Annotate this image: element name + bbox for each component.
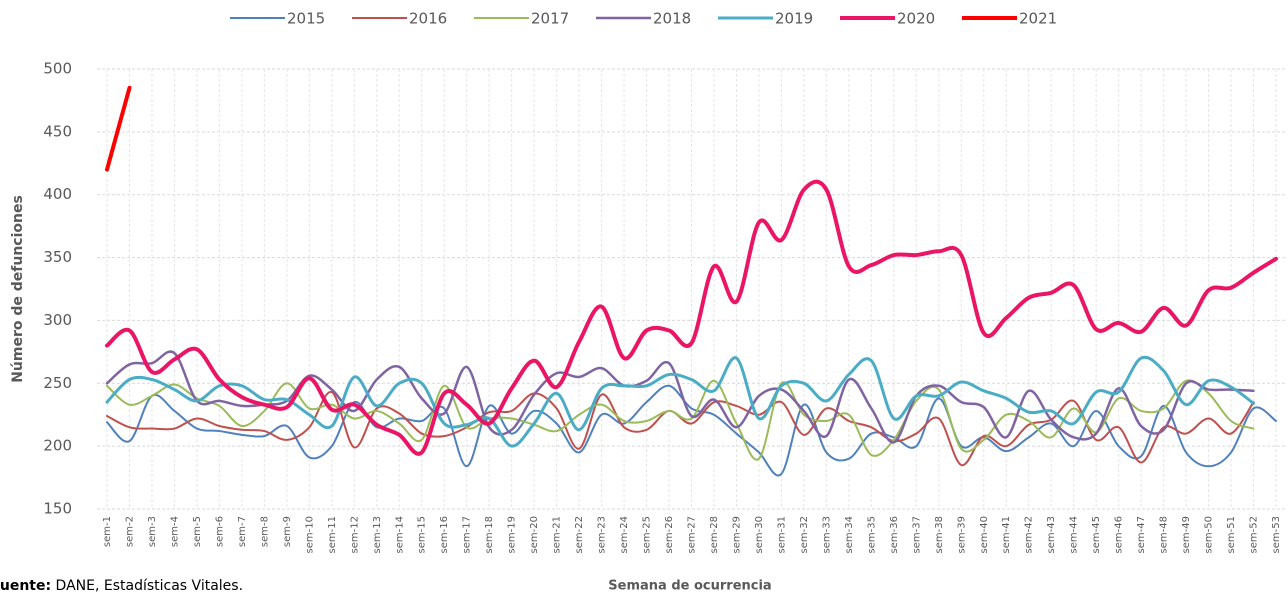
y-tick-label: 450 [43, 122, 72, 140]
x-tick-label: sem-49 [1181, 516, 1192, 553]
x-tick-label: sem-14 [394, 516, 405, 553]
legend-label: 2015 [287, 10, 325, 28]
x-tick-label: sem-48 [1159, 516, 1170, 553]
y-tick-label: 150 [43, 500, 72, 518]
x-tick-label: sem-13 [372, 516, 383, 553]
x-tick-label: sem-24 [619, 516, 630, 553]
x-tick-label: sem-43 [1046, 516, 1057, 553]
x-tick-label: sem-34 [844, 516, 855, 553]
x-tick-label: sem-32 [799, 516, 810, 553]
x-axis-title: Semana de ocurrencia [608, 579, 771, 594]
x-tick-label: sem-23 [597, 516, 608, 553]
x-tick-label: sem-53 [1271, 516, 1282, 553]
x-tick-label: sem-33 [821, 516, 832, 553]
legend-label: 2017 [531, 10, 569, 28]
legend-label: 2019 [775, 10, 813, 28]
x-tick-label: sem-36 [889, 516, 900, 553]
x-tick-label: sem-20 [529, 516, 540, 553]
x-tick-label: sem-22 [574, 516, 585, 553]
x-tick-label: sem-29 [731, 516, 742, 553]
x-tick-label: sem-6 [214, 516, 225, 547]
x-tick-label: sem-47 [1136, 516, 1147, 553]
y-tick-label: 350 [43, 248, 72, 266]
source-note: Fuente: DANE, Estadísticas Vitales. [0, 578, 243, 594]
x-tick-label: sem-4 [169, 516, 180, 547]
x-tick-label: sem-39 [956, 516, 967, 553]
y-tick-label: 250 [43, 374, 72, 392]
y-tick-label: 200 [43, 437, 72, 455]
x-tick-label: sem-9 [282, 516, 293, 547]
x-tick-label: sem-1 [102, 516, 113, 547]
x-tick-label: sem-25 [642, 516, 653, 553]
x-tick-label: sem-42 [1024, 516, 1035, 553]
x-tick-label: sem-40 [979, 516, 990, 553]
series-line [105, 85, 132, 172]
series-line [106, 379, 1255, 461]
series-line [106, 384, 1277, 477]
x-tick-label: sem-17 [462, 516, 473, 553]
x-tick-label: sem-16 [439, 516, 450, 553]
series-line [105, 179, 1278, 456]
legend-label: 2021 [1019, 10, 1057, 28]
x-tick-label: sem-52 [1249, 516, 1260, 553]
x-tick-label: sem-41 [1001, 516, 1012, 553]
x-tick-label: sem-44 [1069, 516, 1080, 553]
x-tick-label: sem-27 [687, 516, 698, 553]
series-line [105, 355, 1256, 448]
x-tick-label: sem-51 [1226, 516, 1237, 553]
x-tick-label: sem-10 [304, 516, 315, 553]
source-label: Fuente: [0, 578, 51, 594]
x-tick-label: sem-37 [911, 516, 922, 553]
x-tick-label: sem-7 [237, 516, 248, 547]
x-tick-label: sem-11 [327, 516, 338, 553]
legend-label: 2020 [897, 10, 935, 28]
y-axis-title: Número de defunciones [10, 195, 26, 383]
x-tick-label: sem-18 [484, 516, 495, 553]
x-tick-label: sem-12 [349, 516, 360, 553]
x-tick-label: sem-46 [1114, 516, 1125, 553]
x-tick-label: sem-26 [664, 516, 675, 553]
x-tick-label: sem-3 [147, 516, 158, 547]
x-tick-label: sem-5 [192, 516, 203, 547]
y-tick-label: 300 [43, 311, 72, 329]
legend-label: 2018 [653, 10, 691, 28]
y-tick-label: 400 [43, 185, 72, 203]
x-tick-label: sem-50 [1204, 516, 1215, 553]
x-tick-label: sem-38 [934, 516, 945, 553]
x-tick-label: sem-19 [507, 516, 518, 553]
source-text: DANE, Estadísticas Vitales. [56, 578, 243, 594]
x-tick-label: sem-35 [866, 516, 877, 553]
x-tick-label: sem-8 [259, 516, 270, 547]
x-tick-label: sem-2 [124, 516, 135, 547]
x-tick-label: sem-15 [417, 516, 428, 553]
x-tick-label: sem-28 [709, 516, 720, 553]
x-tick-label: sem-21 [552, 516, 563, 553]
x-tick-label: sem-45 [1091, 516, 1102, 553]
y-tick-label: 500 [43, 60, 72, 78]
legend-label: 2016 [409, 10, 447, 28]
x-tick-label: sem-31 [776, 516, 787, 553]
x-tick-label: sem-30 [754, 516, 765, 553]
